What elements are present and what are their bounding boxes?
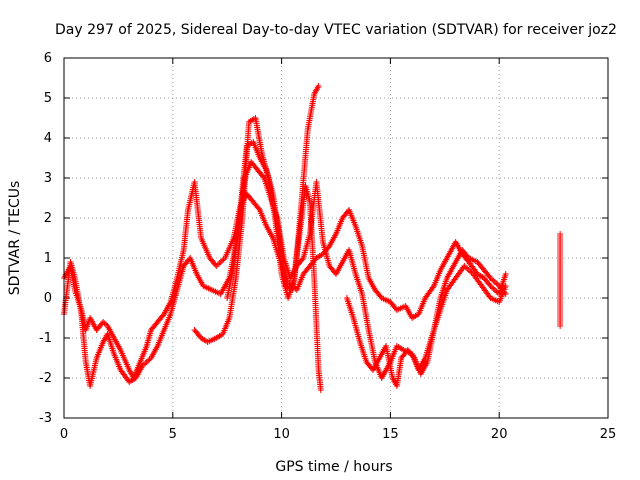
- y-tick-label: 4: [44, 131, 52, 146]
- x-axis-label: GPS time / hours: [275, 459, 392, 475]
- x-tick-label: 25: [600, 427, 617, 442]
- x-tick-label: 0: [60, 427, 68, 442]
- y-tick-label: 6: [44, 51, 52, 66]
- x-tick-label: 5: [169, 427, 177, 442]
- series-track-D: [224, 139, 324, 393]
- plot-frame: [63, 57, 609, 419]
- series-isolated: [557, 231, 564, 329]
- y-tick-label: 1: [44, 251, 52, 266]
- y-tick-label: 2: [44, 211, 52, 226]
- y-tick-label: 3: [44, 171, 52, 186]
- y-tick-label: -2: [39, 371, 52, 386]
- x-tick-label: 20: [491, 427, 508, 442]
- chart-title: Day 297 of 2025, Sidereal Day-to-day VTE…: [55, 22, 617, 38]
- x-tick-label: 10: [273, 427, 290, 442]
- y-axis-label: SDTVAR / TECUs: [7, 181, 23, 296]
- series-track-E: [343, 263, 509, 389]
- x-tick-label: 15: [382, 427, 399, 442]
- y-tick-label: 0: [44, 291, 52, 306]
- y-tick-label: -3: [39, 411, 52, 426]
- y-tick-label: 5: [44, 91, 52, 106]
- axis-ticks: 0 5 10 15 20 25 -3 -2 -1 0 1 2 3 4 5 6: [39, 51, 616, 442]
- y-tick-label: -1: [39, 331, 52, 346]
